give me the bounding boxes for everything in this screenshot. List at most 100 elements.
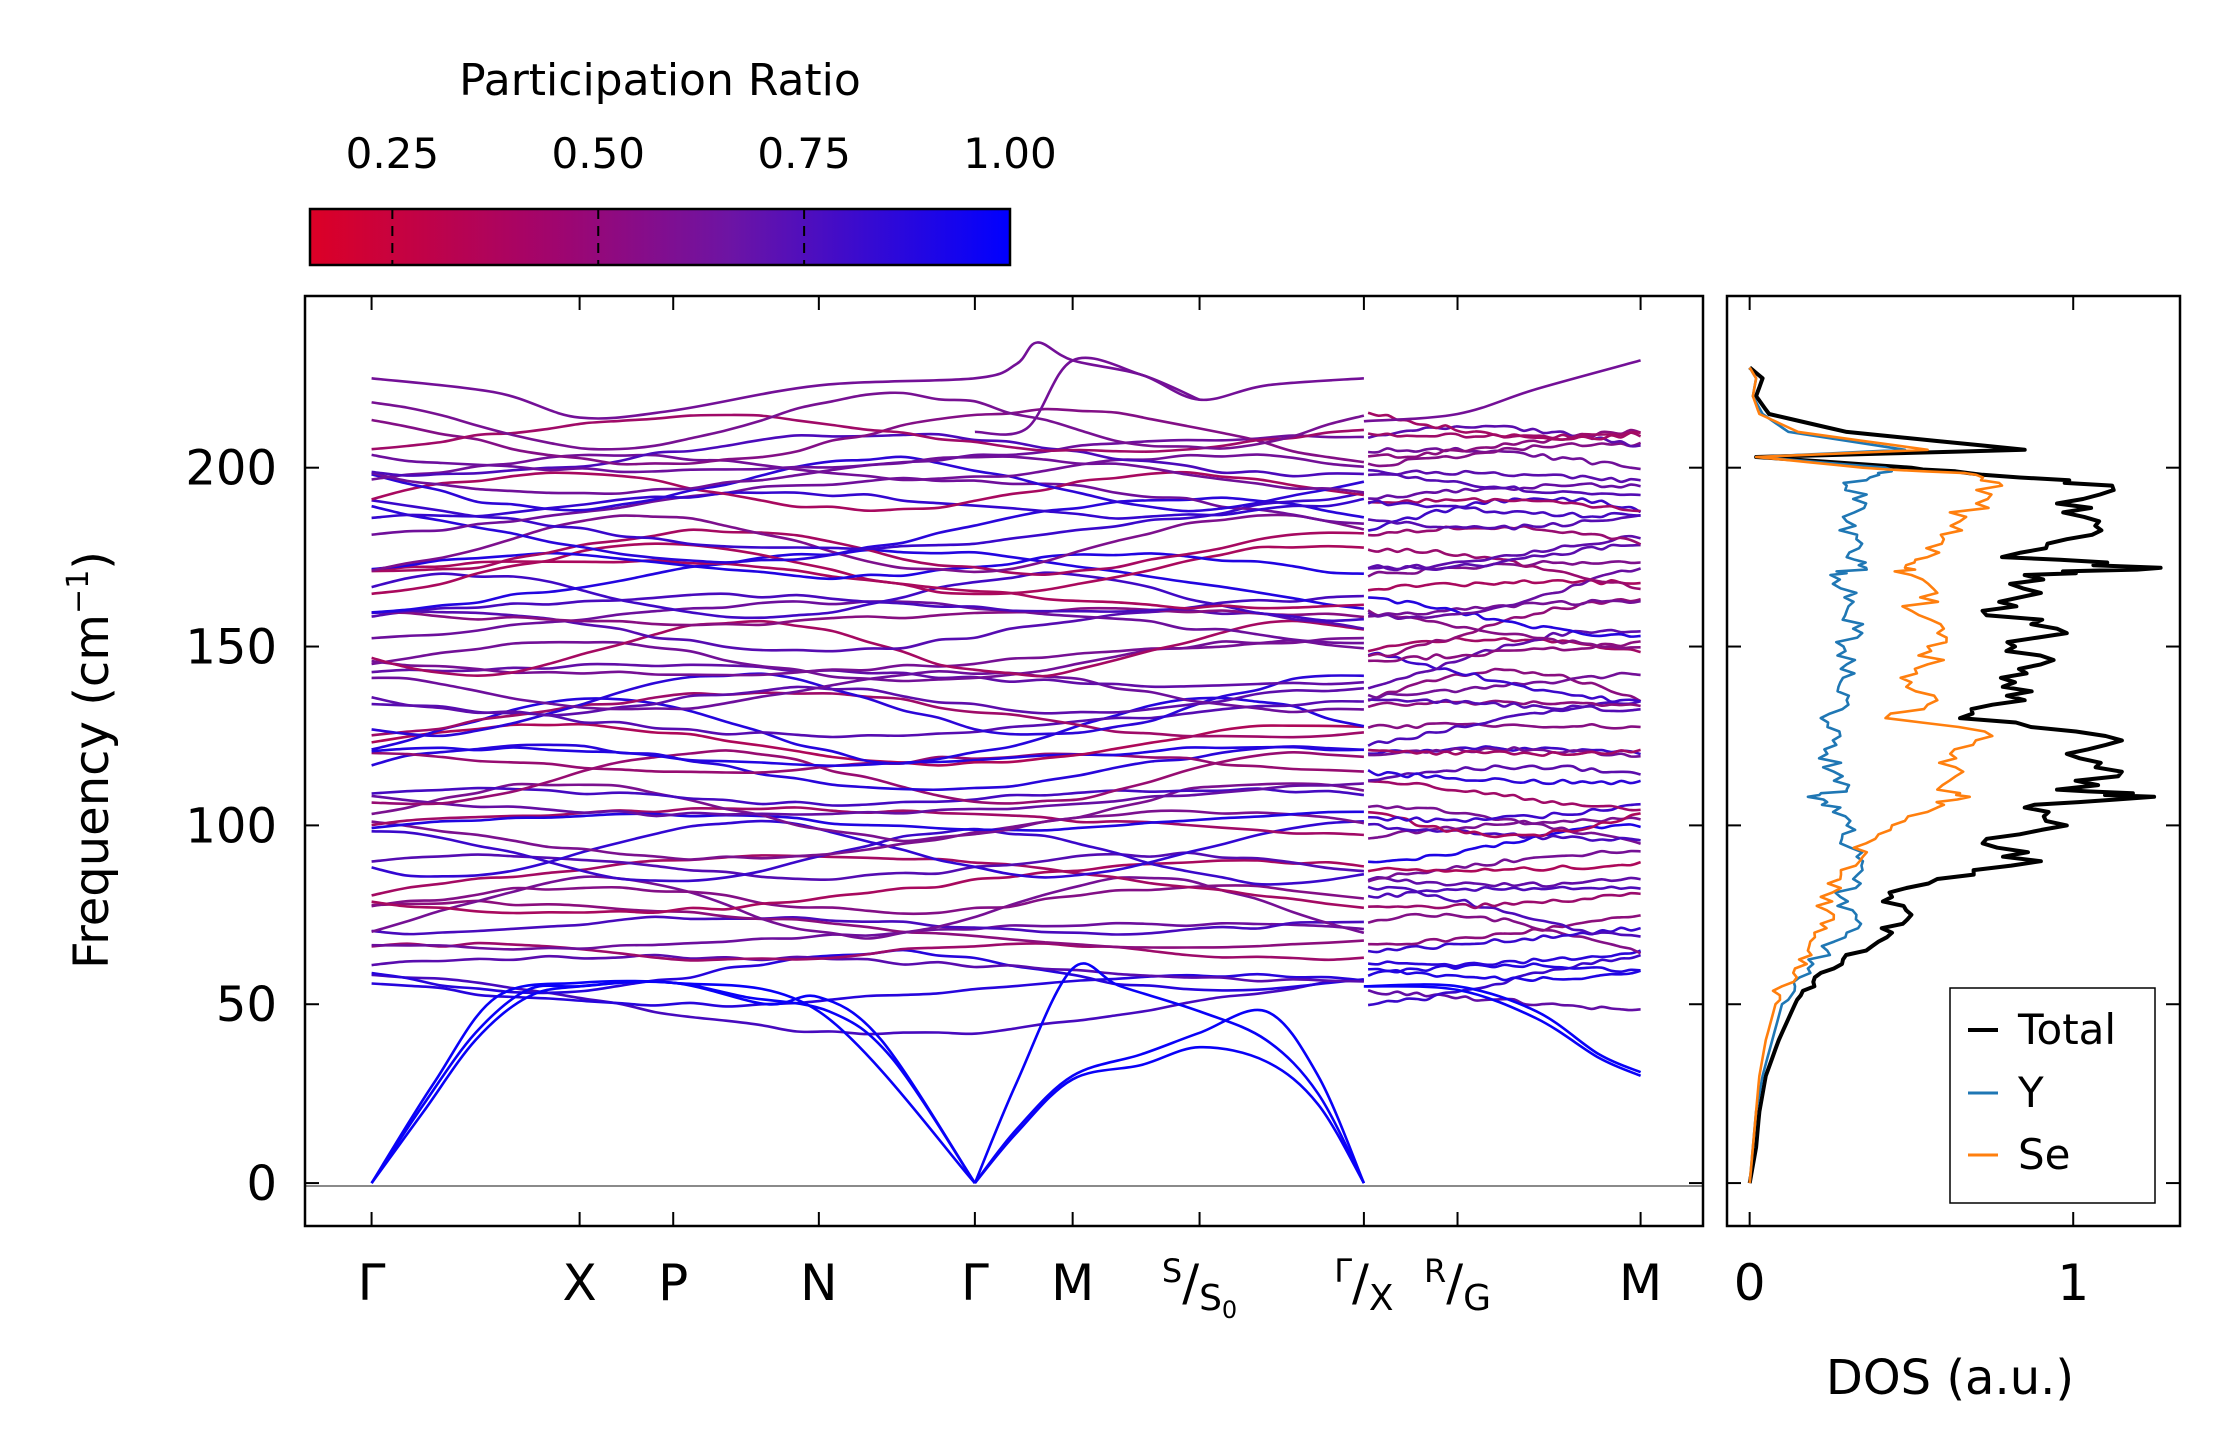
kpoint-label: M [1051, 1254, 1094, 1312]
optical-band [371, 953, 1364, 983]
acoustic-branch [1363, 983, 1642, 1074]
optical-band [371, 496, 1365, 564]
optical-band [1367, 667, 1642, 703]
freq-tick-label: 50 [216, 977, 277, 1033]
dispersion-axes-frame [303, 294, 1705, 1228]
kpoint-label-slash: / [1352, 1254, 1369, 1312]
optical-band [1367, 499, 1641, 519]
kpoint-label: P [658, 1254, 688, 1312]
dos-tick-label: 0 [1734, 1254, 1766, 1312]
dos-curves [1747, 365, 2163, 1184]
optical-band [371, 513, 1365, 574]
optical-band [371, 851, 1365, 881]
colorbar-tick-label: 0.75 [757, 129, 851, 178]
kpoint-label: Γ [961, 1254, 989, 1312]
acoustic-branch [370, 980, 976, 1184]
dos-curve-se [1748, 366, 2004, 1184]
optical-band [1367, 816, 1641, 840]
acoustic-branch [370, 979, 976, 1184]
top-optical-branch [974, 356, 1201, 436]
freq-tick-label: 0 [246, 1156, 277, 1212]
optical-band [1368, 482, 1641, 501]
optical-band [1368, 524, 1642, 546]
dos-axis-label: DOS (a.u.) [1826, 1350, 2074, 1406]
optical-band [1367, 547, 1641, 591]
optical-band [371, 827, 1365, 886]
colorbar-tick-label: 0.25 [346, 129, 440, 178]
optical-band [371, 743, 1364, 792]
kpoint-label-slash: / [1446, 1254, 1463, 1312]
optical-band [371, 899, 1364, 949]
phonon-bands [370, 341, 1642, 1184]
optical-band [1367, 885, 1641, 938]
dos-curve-y [1748, 366, 1907, 1184]
optical-band [371, 685, 1365, 717]
acoustic-branch [370, 980, 976, 1184]
optical-band [1367, 849, 1641, 883]
kpoint-label: X [562, 1254, 596, 1312]
optical-band [1367, 721, 1641, 730]
optical-band [1367, 411, 1641, 441]
optical-band [371, 391, 1365, 451]
colorbar-title: Participation Ratio [459, 55, 861, 106]
optical-band [371, 455, 1365, 513]
optical-band [1368, 497, 1641, 513]
frequency-axis: 0 50 100 150 200 [185, 441, 1703, 1212]
optical-band [371, 413, 1364, 453]
optical-band [1367, 912, 1642, 955]
top-optical-branch [371, 341, 1364, 420]
optical-band [1368, 698, 1641, 713]
optical-band [371, 491, 1365, 551]
optical-band [1368, 967, 1641, 982]
optical-band [371, 858, 1365, 915]
kpoint-label-subscript: 0 [1222, 1296, 1237, 1324]
optical-band [1367, 988, 1641, 1012]
optical-band [371, 470, 1365, 513]
optical-band [1367, 699, 1641, 709]
colorbar-tick-label: 1.00 [963, 129, 1057, 178]
optical-band [1367, 628, 1641, 690]
optical-band [371, 571, 1364, 623]
optical-band [1367, 559, 1641, 578]
optical-band [371, 662, 1364, 689]
optical-band [1367, 441, 1642, 468]
dos-axes-frame [1725, 294, 2182, 1228]
optical-band [1367, 446, 1641, 471]
kpoint-label-upper: S [1162, 1252, 1182, 1290]
legend-label-se: Se [2018, 1130, 2071, 1179]
top-optical-branch [1363, 359, 1641, 423]
optical-band [1367, 468, 1641, 497]
optical-band [1367, 885, 1641, 899]
optical-band [371, 696, 1365, 765]
optical-band [371, 749, 1364, 806]
optical-band [1368, 640, 1641, 663]
optical-band [371, 600, 1364, 645]
optical-band [1367, 804, 1641, 845]
optical-band [1367, 514, 1641, 531]
optical-band [371, 639, 1365, 683]
acoustic-branch [973, 1045, 1366, 1184]
optical-band [1368, 802, 1641, 823]
acoustic-branch [973, 1008, 1366, 1184]
optical-band [1367, 567, 1642, 621]
kpoint-label: R/G [1424, 1252, 1491, 1319]
legend-label-y: Y [2017, 1068, 2044, 1117]
optical-band [1367, 671, 1641, 699]
kpoint-label-slash: / [1182, 1254, 1199, 1312]
optical-band [371, 636, 1364, 677]
kpoint-label: Γ [358, 1254, 386, 1312]
freq-label-sup: −1 [61, 570, 96, 614]
optical-band [371, 751, 1364, 774]
kpoint-label-lower: X [1369, 1278, 1394, 1319]
optical-band [371, 669, 1364, 714]
optical-band [1368, 469, 1641, 484]
optical-band [1367, 860, 1642, 873]
optical-band [371, 875, 1365, 940]
optical-band [371, 542, 1364, 596]
kpoint-label-upper: R [1424, 1252, 1446, 1290]
optical-band [371, 476, 1364, 536]
optical-band [1367, 699, 1641, 747]
